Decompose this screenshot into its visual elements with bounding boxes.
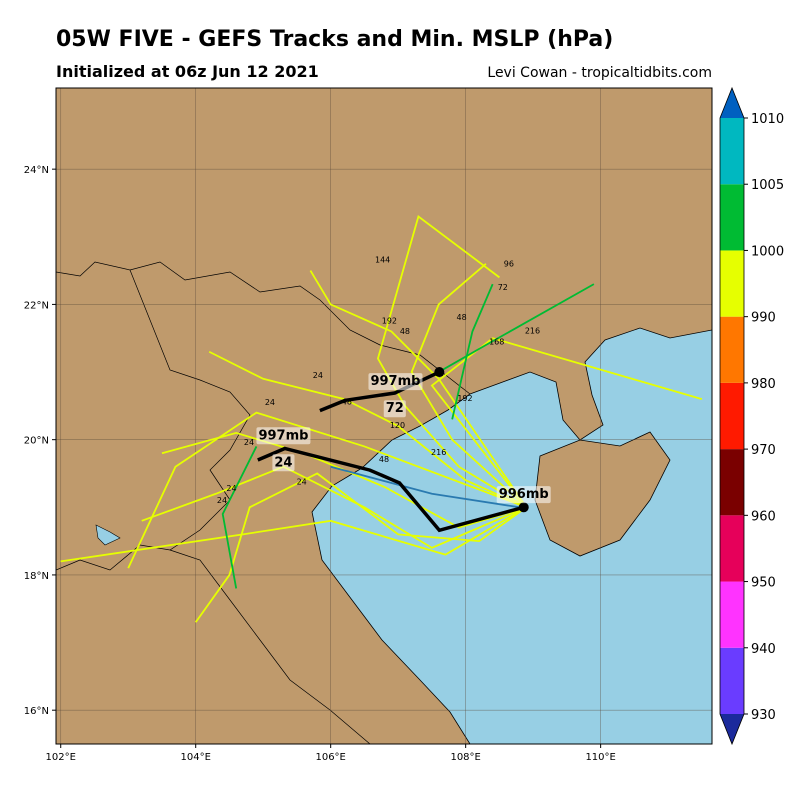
colorbar-segment xyxy=(720,118,744,185)
labels: 144 9672216192481681922164824242424242448… xyxy=(217,255,551,505)
colorbar-segment xyxy=(720,515,744,582)
colorbar-segment xyxy=(720,316,744,383)
ensemble-track xyxy=(127,411,527,569)
colorbar-over xyxy=(720,88,744,118)
border xyxy=(56,261,471,395)
hour-label: 48 xyxy=(457,313,467,322)
callout: 72 xyxy=(386,401,404,416)
x-tick-label: 110°E xyxy=(585,752,615,763)
colorbar-label: 930 xyxy=(751,708,776,723)
island xyxy=(534,431,671,557)
ensemble-track xyxy=(60,506,527,563)
x-tick-label: 104°E xyxy=(181,752,211,763)
callout-bg xyxy=(256,427,311,445)
colorbar-segment xyxy=(720,184,744,251)
colorbar-segment xyxy=(720,382,744,450)
hour-label: 24 xyxy=(217,496,227,505)
hour-label: 72 xyxy=(498,283,508,292)
colorbar-label: 1000 xyxy=(751,244,784,259)
mean-track xyxy=(257,446,525,533)
hour-label: 168 xyxy=(489,337,504,346)
track-start xyxy=(434,367,445,378)
colorbar-label: 980 xyxy=(751,377,776,392)
callout-bg xyxy=(496,486,551,504)
ensemble-track xyxy=(141,465,527,549)
y-tick-label: 24°N xyxy=(24,165,49,176)
colorbar-segment xyxy=(720,449,744,516)
colorbar-label: 990 xyxy=(751,311,776,326)
y-tick-label: 16°N xyxy=(24,706,49,717)
border xyxy=(56,269,251,571)
colorbar-label: 950 xyxy=(751,576,776,591)
grid: 102°E 104°E 106°E 108°E 110°E 16°N 18°N 20°N 22°… xyxy=(24,88,712,763)
callout: 997mb xyxy=(370,374,420,389)
x-tick-label: 106°E xyxy=(315,752,345,763)
callout: 997mb xyxy=(258,428,308,443)
y-tick-label: 20°N xyxy=(24,436,49,447)
ensemble-track xyxy=(410,263,528,508)
colorbar-under xyxy=(720,714,744,744)
hour-label: 216 xyxy=(525,326,540,335)
hour-label: 192 xyxy=(457,394,472,403)
x-tick-label: 108°E xyxy=(450,752,480,763)
hour-label: 144 xyxy=(375,255,390,264)
credit: Levi Cowan - tropicaltidbits.com xyxy=(487,65,712,81)
colorbar-label: 960 xyxy=(751,509,776,524)
colorbar-label: 970 xyxy=(751,443,776,458)
ensemble-track xyxy=(208,350,527,509)
hour-label: 96 xyxy=(504,260,514,269)
colorbar-segment xyxy=(720,647,744,714)
track-start xyxy=(518,502,529,513)
title: 05W FIVE - GEFS Tracks and Min. MSLP (hP… xyxy=(56,27,613,52)
hour-label: 48 xyxy=(400,327,410,336)
colorbar-segment xyxy=(720,581,744,648)
ensemble-track xyxy=(221,446,258,589)
callout: 996mb xyxy=(499,487,549,502)
y-tick-label: 18°N xyxy=(24,571,49,582)
ensemble-track xyxy=(309,270,528,508)
hour-label: 24 xyxy=(226,484,236,493)
callout: 24 xyxy=(274,455,292,470)
colorbar-label: 1005 xyxy=(751,178,784,193)
colorbar: 930 940 950 960 970 980 990 1000 1005 1010 xyxy=(719,86,784,746)
hour-label: 24 xyxy=(265,398,275,407)
plot-frame xyxy=(55,87,713,745)
ensemble-track xyxy=(194,472,527,623)
hour-label: 48 xyxy=(379,455,389,464)
subtitle: Initialized at 06z Jun 12 2021 xyxy=(56,62,319,81)
hour-label: 192 xyxy=(382,316,397,325)
ensemble-track xyxy=(430,337,703,508)
callout-bg xyxy=(272,454,295,472)
hour-label: 24 xyxy=(244,438,254,447)
hour-label: 24 xyxy=(313,371,323,380)
ensemble-track xyxy=(330,465,520,509)
colorbar-label: 1010 xyxy=(751,112,784,127)
ensemble-track xyxy=(438,283,595,373)
callout-bg xyxy=(368,373,423,391)
map-base xyxy=(56,88,712,744)
lake xyxy=(95,524,121,546)
hour-label: 48 xyxy=(342,398,352,407)
hour-label: 216 xyxy=(431,448,446,457)
ensemble-track xyxy=(451,283,494,420)
colorbar-label: 940 xyxy=(751,642,776,657)
hour-label: 24 xyxy=(297,477,307,486)
hour-label: 120 xyxy=(390,421,405,430)
y-tick-label: 22°N xyxy=(24,300,49,311)
callout-bg xyxy=(383,400,406,418)
x-tick-label: 102°E xyxy=(46,752,76,763)
sea xyxy=(311,327,712,744)
colorbar-segment xyxy=(720,250,744,317)
